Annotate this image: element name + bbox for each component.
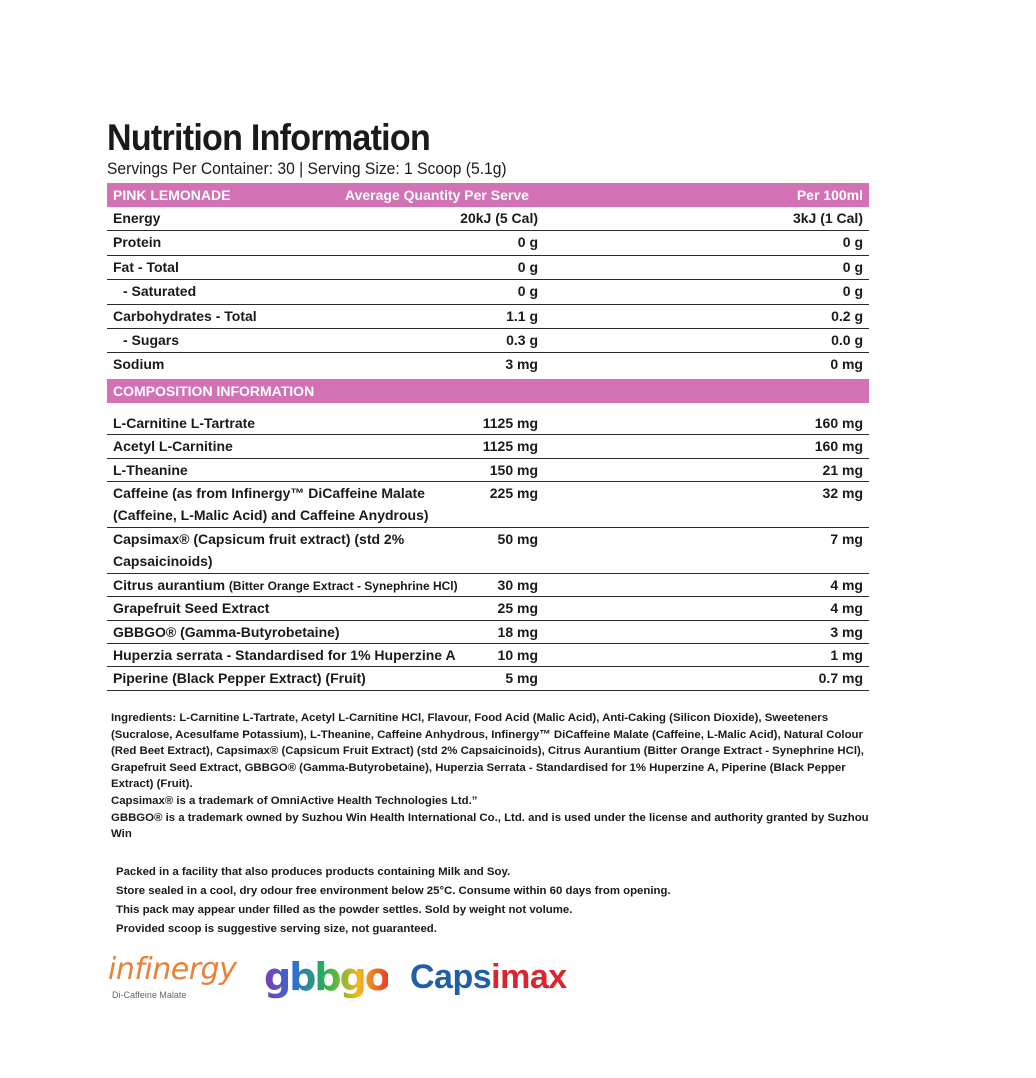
nutrient-name: Carbohydrates - Total <box>113 307 257 324</box>
per-100-value: 32 mg <box>822 484 863 501</box>
ingredient-note: (Bitter Orange Extract - Synephrine HCl) <box>228 578 458 593</box>
nutrient-name: - Saturated <box>123 283 197 300</box>
ingredient-name: Piperine (Black Pepper Extract) (Fruit) <box>113 670 366 687</box>
per-100-value: 0.7 mg <box>818 670 863 687</box>
capsimax-logo-word: Capsimax <box>410 958 567 996</box>
ingredient-name: Grapefruit Seed Extract <box>113 600 270 617</box>
infinergy-logo-sub: Di-Caffeine Malate <box>112 990 187 1000</box>
nutrient-name: Sodium <box>113 356 165 373</box>
ingredients-text: Ingredients: L-Carnitine L-Tartrate, Ace… <box>111 712 864 791</box>
nutrient-name: - Sugars <box>123 331 180 348</box>
serving-info: Servings Per Container: 30 | Serving Siz… <box>107 159 507 178</box>
per-serve-value: 30 mg <box>497 576 538 593</box>
per-100-value: 160 mg <box>814 414 863 431</box>
infinergy-logo-word: infinergy <box>108 952 237 987</box>
table-row: GBBGO® (Gamma-Butyrobetaine) 18 mg 3 mg <box>107 621 869 645</box>
per-serve-value: 1125 mg <box>482 438 538 455</box>
note-scoop: Provided scoop is suggestive serving siz… <box>116 923 437 935</box>
ingredient-name: GBBGO® (Gamma-Butyrobetaine) <box>113 623 340 640</box>
table-row: Fat - Total 0 g 0 g <box>107 256 869 281</box>
table-row: L-Carnitine L-Tartrate 1125 mg 160 mg <box>107 412 869 436</box>
capsimax-logo-imax: imax <box>491 958 567 996</box>
flavor-label: PINK LEMONADE <box>113 187 231 203</box>
table-row: Capsimax® (Capsicum fruit extract) (std … <box>107 528 869 574</box>
note-allergen: Packed in a facility that also produces … <box>116 866 511 878</box>
table-row: Citrus aurantium (Bitter Orange Extract … <box>107 574 869 598</box>
per-serve-value: 0 g <box>517 283 538 300</box>
per-serve-value: 25 mg <box>497 600 538 617</box>
ingredient-name: Acetyl L-Carnitine <box>113 438 233 455</box>
per-100-value: 0.2 g <box>831 307 863 324</box>
ingredient-name: Huperzia serrata - Standardised for 1% H… <box>113 647 456 664</box>
table-row: Energy 20kJ (5 Cal) 3kJ (1 Cal) <box>107 207 869 232</box>
per-serve-value: 0.3 g <box>506 331 538 348</box>
table-row: Huperzia serrata - Standardised for 1% H… <box>107 644 869 668</box>
per-100-value: 21 mg <box>822 461 863 478</box>
table-row: Caffeine (as from Infinergy™ DiCaffeine … <box>107 482 869 528</box>
per-100-value: 160 mg <box>814 438 863 455</box>
note-storage: Store sealed in a cool, dry odour free e… <box>116 885 671 897</box>
page-title: Nutrition Information <box>107 117 431 158</box>
ingredient-name: Citrus aurantium <box>113 576 226 593</box>
per-100-value: 4 mg <box>830 600 863 617</box>
gbbgo-logo: gbbgo <box>264 956 388 999</box>
per-100-value: 0 g <box>842 283 863 300</box>
per-serve-value: 0 g <box>517 258 538 275</box>
ingredient-name: Caffeine (as from Infinergy™ DiCaffeine … <box>113 484 429 523</box>
table-row: Sodium 3 mg 0 mg <box>107 353 869 376</box>
table-row: - Sugars 0.3 g 0.0 g <box>107 329 869 354</box>
per-100-value: 3kJ (1 Cal) <box>792 210 863 226</box>
nutrient-name: Energy <box>113 210 161 226</box>
composition-table: L-Carnitine L-Tartrate 1125 mg 160 mg Acet… <box>107 412 869 691</box>
per-100-header: Per 100ml <box>796 187 863 203</box>
capsimax-logo: Capsimax <box>410 958 568 996</box>
table-row: Piperine (Black Pepper Extract) (Fruit) 5… <box>107 667 869 691</box>
per-100-value: 0.0 g <box>831 331 863 348</box>
per-serve-value: 18 mg <box>497 623 538 640</box>
per-100-value: 4 mg <box>830 576 863 593</box>
per-100-value: 0 g <box>842 234 863 251</box>
ingredient-name: L-Theanine <box>113 461 188 478</box>
infinergy-logo: infinergy Di-Caffeine Malate <box>108 952 248 1010</box>
nutrient-name: Protein <box>113 234 162 251</box>
trademark-gbbgo: GBBGO® is a trademark owned by Suzhou Wi… <box>111 811 869 841</box>
per-serve-value: 0 g <box>517 234 538 251</box>
ingredient-name: Capsimax® (Capsicum fruit extract) (std … <box>113 530 405 569</box>
per-serve-value: 20kJ (5 Cal) <box>460 210 538 226</box>
nutrition-table: Energy 20kJ (5 Cal) 3kJ (1 Cal) Protein 0 g… <box>107 207 869 377</box>
per-100-value: 3 mg <box>830 623 863 640</box>
per-serve-value: 5 mg <box>505 670 538 687</box>
per-serve-value: 10 mg <box>497 647 538 664</box>
per-serve-header: Average Quantity Per Serve <box>345 187 529 203</box>
table-row: Protein 0 g 0 g <box>107 231 869 256</box>
per-100-value: 0 g <box>842 258 863 275</box>
composition-label: COMPOSITION INFORMATION <box>113 382 315 399</box>
nutrient-name: Fat - Total <box>113 258 179 275</box>
ingredients-block: Ingredients: L-Carnitine L-Tartrate, Ace… <box>111 710 871 843</box>
per-serve-value: 225 mg <box>489 484 538 501</box>
table-row: Acetyl L-Carnitine 1125 mg 160 mg <box>107 435 869 459</box>
ingredient-name-group: Citrus aurantium (Bitter Orange Extract … <box>113 574 458 597</box>
capsimax-logo-caps: Caps <box>410 958 491 996</box>
per-100-value: 7 mg <box>830 530 863 547</box>
trademark-capsimax: Capsimax® is a trademark of OmniActive H… <box>111 794 478 807</box>
ingredient-name: L-Carnitine L-Tartrate <box>113 414 256 431</box>
per-100-value: 1 mg <box>830 647 863 664</box>
composition-header-band: COMPOSITION INFORMATION <box>107 378 869 403</box>
table-row: Grapefruit Seed Extract 25 mg 4 mg <box>107 597 869 621</box>
table-row: L-Theanine 150 mg 21 mg <box>107 459 869 482</box>
gbbgo-logo-word: gbbgo <box>264 956 388 999</box>
per-serve-value: 150 mg <box>489 461 538 478</box>
nutrition-header-band: PINK LEMONADE Average Quantity Per Serve… <box>107 183 869 207</box>
note-fill: This pack may appear under filled as the… <box>116 904 573 916</box>
per-serve-value: 3 mg <box>505 356 538 373</box>
table-row: - Saturated 0 g 0 g <box>107 280 869 305</box>
per-serve-value: 1125 mg <box>482 414 538 431</box>
storage-notes: Packed in a facility that also produces … <box>116 863 671 939</box>
nutrition-panel: Nutrition Information Servings Per Conta… <box>107 118 869 691</box>
per-100-value: 0 mg <box>830 356 863 373</box>
table-row: Carbohydrates - Total 1.1 g 0.2 g <box>107 305 869 329</box>
per-serve-value: 50 mg <box>497 530 538 547</box>
per-serve-value: 1.1 g <box>506 307 538 324</box>
